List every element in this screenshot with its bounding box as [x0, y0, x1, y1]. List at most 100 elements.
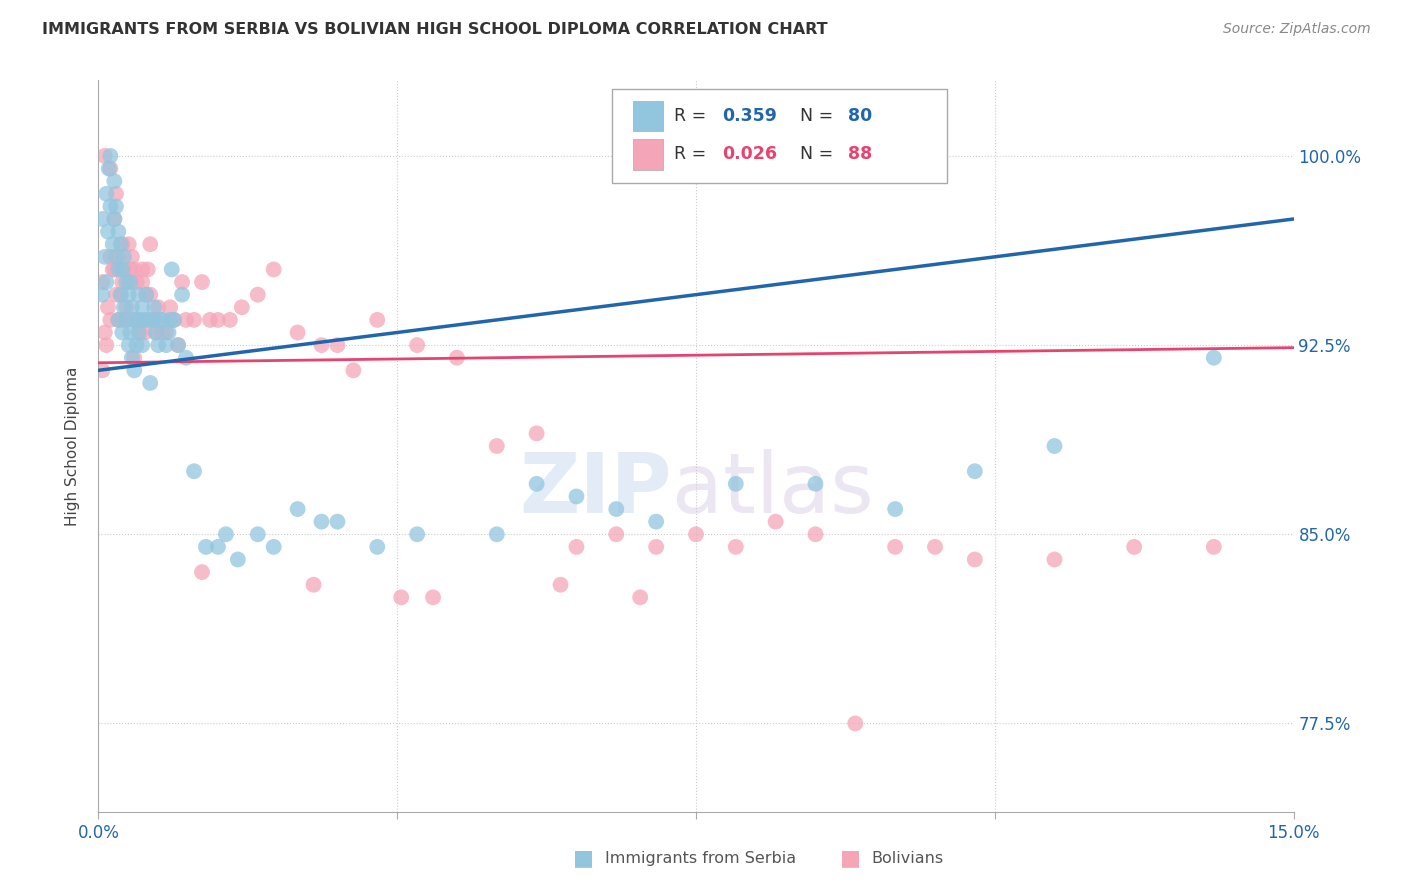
Point: [121, 300, 143, 314]
Point: [91, 212, 114, 227]
Point: [155, 338, 177, 352]
Point: [110, 287, 132, 301]
Point: [231, 300, 253, 314]
Point: [148, 300, 170, 314]
Point: [104, 250, 127, 264]
FancyBboxPatch shape: [613, 89, 948, 183]
Point: [526, 426, 548, 441]
Point: [112, 262, 135, 277]
Point: [198, 313, 221, 327]
Point: [97, 300, 120, 314]
Text: Source: ZipAtlas.com: Source: ZipAtlas.com: [1223, 22, 1371, 37]
Point: [143, 300, 166, 314]
Point: [124, 351, 146, 365]
Point: [101, 237, 124, 252]
Point: [172, 287, 194, 301]
Text: 88: 88: [848, 145, 872, 163]
Point: [1043, 552, 1066, 566]
Point: [366, 313, 388, 327]
Point: [103, 212, 125, 227]
Point: [120, 275, 142, 289]
Point: [167, 338, 190, 352]
Point: [685, 527, 707, 541]
Point: [1202, 351, 1225, 365]
Point: [287, 502, 309, 516]
Point: [804, 476, 827, 491]
Point: [91, 363, 114, 377]
Point: [112, 300, 135, 314]
Point: [326, 338, 349, 352]
Point: [142, 313, 165, 327]
Point: [128, 313, 150, 327]
Point: [167, 338, 190, 352]
Point: [139, 287, 162, 301]
Point: [115, 275, 138, 289]
Point: [884, 540, 907, 554]
Point: [118, 338, 141, 352]
Point: [127, 326, 149, 340]
Point: [97, 161, 120, 176]
Point: [124, 363, 146, 377]
Point: [145, 326, 167, 340]
Point: [149, 313, 172, 327]
Point: [174, 313, 197, 327]
Point: [98, 199, 122, 213]
Point: [159, 313, 181, 327]
Point: [128, 326, 150, 340]
Bar: [633, 101, 662, 131]
Point: [172, 275, 194, 289]
Point: [104, 186, 127, 201]
Point: [565, 490, 588, 504]
Point: [302, 578, 325, 592]
Point: [143, 313, 166, 327]
Point: [103, 174, 125, 188]
Point: [131, 300, 153, 314]
Point: [342, 363, 364, 377]
Point: [127, 313, 149, 327]
Point: [121, 351, 143, 365]
Point: [645, 540, 668, 554]
Point: [111, 326, 134, 340]
Point: [157, 326, 180, 340]
Text: Immigrants from Serbia: Immigrants from Serbia: [605, 851, 796, 865]
Point: [101, 262, 124, 277]
Point: [91, 287, 114, 301]
Point: [115, 313, 138, 327]
Text: R =: R =: [675, 107, 713, 125]
Point: [446, 351, 468, 365]
Point: [120, 326, 142, 340]
Text: atlas: atlas: [672, 450, 873, 531]
Point: [111, 275, 134, 289]
Point: [326, 515, 349, 529]
Point: [112, 250, 135, 264]
Text: ■: ■: [841, 848, 860, 868]
Point: [526, 476, 548, 491]
Point: [98, 161, 122, 176]
Point: [110, 237, 132, 252]
Point: [136, 313, 159, 327]
Text: ZIP: ZIP: [520, 450, 672, 531]
Point: [139, 237, 162, 252]
Text: 0.026: 0.026: [723, 145, 778, 163]
Point: [104, 199, 127, 213]
Point: [96, 186, 118, 201]
Point: [103, 212, 125, 227]
Point: [160, 262, 183, 277]
Bar: [633, 139, 662, 169]
Point: [94, 326, 117, 340]
Text: N =: N =: [800, 145, 839, 163]
Point: [215, 527, 238, 541]
Point: [131, 338, 153, 352]
Point: [107, 313, 129, 327]
Text: N =: N =: [800, 107, 839, 125]
Point: [207, 540, 229, 554]
Point: [107, 250, 129, 264]
Point: [124, 313, 146, 327]
Point: [628, 591, 651, 605]
Point: [118, 275, 141, 289]
Point: [94, 250, 117, 264]
Point: [107, 313, 129, 327]
Point: [924, 540, 946, 554]
Text: Bolivians: Bolivians: [872, 851, 943, 865]
Point: [120, 262, 142, 277]
